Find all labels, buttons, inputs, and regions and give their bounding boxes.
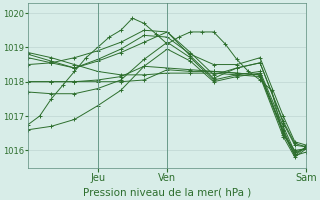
X-axis label: Pression niveau de la mer( hPa ): Pression niveau de la mer( hPa ) bbox=[83, 187, 252, 197]
